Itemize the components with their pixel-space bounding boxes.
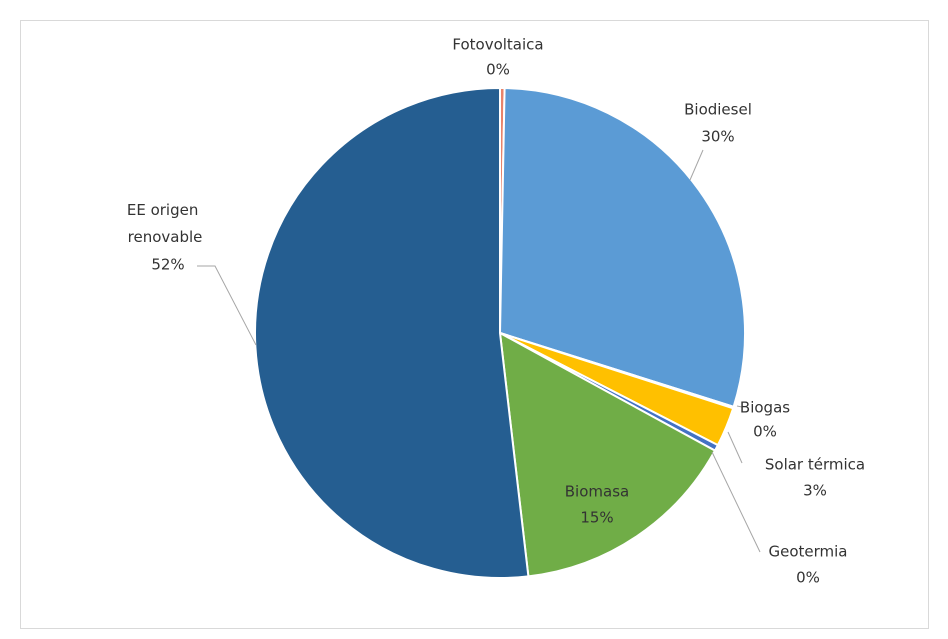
slice-value-label: 0% bbox=[796, 569, 820, 587]
pie-slice bbox=[498, 87, 746, 409]
slice-value-label: 0% bbox=[753, 423, 777, 441]
slice-label: EE origen renovable bbox=[127, 201, 203, 246]
leader-line bbox=[197, 265, 257, 346]
leader-line bbox=[736, 405, 743, 408]
leader-line bbox=[711, 451, 761, 553]
leader-line bbox=[689, 149, 704, 181]
slice-label: Solar térmica bbox=[765, 456, 865, 474]
pie-slice bbox=[254, 86, 530, 579]
slice-value-label: 0% bbox=[486, 61, 510, 79]
slice-value-label: 3% bbox=[803, 482, 827, 500]
slice-value-label: 30% bbox=[701, 128, 734, 146]
pie-slice bbox=[498, 331, 717, 578]
leader-line bbox=[727, 431, 743, 464]
slice-label: Biomasa bbox=[565, 483, 629, 501]
slice-value-label: 52% bbox=[151, 256, 184, 274]
slice-label: Geotermia bbox=[768, 543, 847, 561]
slice-label: Biogas bbox=[740, 399, 790, 417]
slice-label: Fotovoltaica bbox=[452, 36, 543, 54]
slice-value-label: 15% bbox=[580, 509, 613, 527]
slice-label: Biodiesel bbox=[684, 101, 752, 119]
